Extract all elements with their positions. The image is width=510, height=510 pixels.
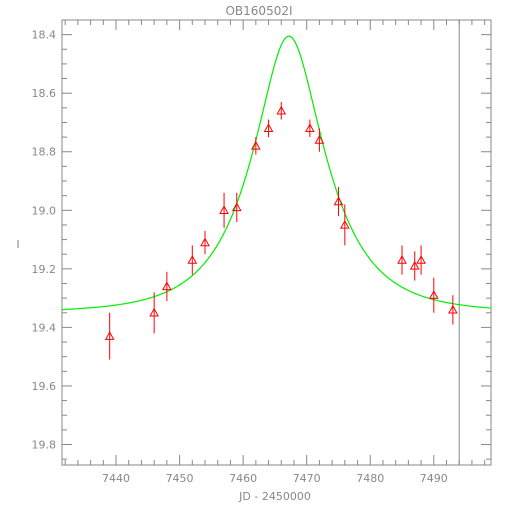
- triangle-marker: [276, 105, 287, 115]
- y-tick-label: 18.4: [32, 29, 57, 42]
- triangle-marker: [219, 205, 229, 214]
- data-point: [305, 119, 315, 138]
- x-tick-label: 7470: [293, 472, 321, 485]
- data-point: [409, 251, 420, 281]
- y-tick-label: 19.8: [32, 439, 57, 452]
- triangle-marker: [162, 281, 172, 291]
- data-point: [397, 245, 407, 275]
- triangle-marker: [416, 255, 426, 264]
- data-points: [104, 101, 458, 360]
- x-tick-label: 7460: [229, 472, 257, 485]
- data-point: [104, 312, 115, 360]
- triangle-marker: [339, 219, 350, 229]
- triangle-marker: [397, 255, 407, 264]
- x-axis: 7440 7450 7460 7470 7480 7490: [64, 20, 486, 485]
- y-axis: 18.4 18.6 18.8 19.0 19.2 19.4 19.6 19.8: [32, 19, 491, 460]
- triangle-marker: [187, 255, 198, 264]
- x-tick-label: 7490: [420, 472, 448, 485]
- data-point: [333, 186, 344, 217]
- data-point: [276, 101, 287, 120]
- chart-title: OB160502I: [225, 4, 292, 18]
- data-point: [428, 277, 439, 313]
- triangle-marker: [333, 196, 344, 206]
- plot-border: [61, 19, 492, 466]
- triangle-marker: [314, 135, 325, 144]
- triangle-marker: [428, 290, 439, 299]
- data-point: [250, 137, 261, 155]
- data-point: [416, 245, 426, 275]
- data-point: [219, 192, 229, 228]
- y-tick-label: 19.2: [32, 263, 57, 276]
- data-point: [448, 295, 458, 325]
- y-tick-label: 19.6: [32, 380, 57, 393]
- triangle-marker: [409, 260, 420, 270]
- data-point: [263, 119, 274, 138]
- data-point: [149, 292, 160, 334]
- y-tick-label: 18.6: [32, 87, 57, 100]
- x-axis-label: JD - 2450000: [238, 490, 311, 503]
- y-tick-label: 18.8: [32, 146, 57, 159]
- triangle-marker: [263, 123, 274, 133]
- data-point: [200, 230, 210, 255]
- triangle-marker: [250, 140, 261, 150]
- triangle-marker: [231, 202, 242, 212]
- data-point: [187, 245, 198, 275]
- y-axis-label: I: [16, 238, 19, 251]
- data-point: [339, 204, 350, 246]
- triangle-marker: [305, 123, 315, 133]
- data-point: [314, 128, 325, 152]
- x-tick-label: 7440: [102, 472, 130, 485]
- data-point: [231, 192, 242, 223]
- data-point: [162, 271, 172, 302]
- triangle-marker: [200, 237, 210, 247]
- triangle-marker: [448, 304, 458, 314]
- model-curve: [61, 35, 492, 311]
- triangle-marker: [104, 331, 115, 340]
- triangle-marker: [149, 307, 160, 317]
- x-tick-label: 7480: [356, 472, 384, 485]
- y-tick-label: 19.0: [32, 204, 57, 217]
- plot-frame: [61, 19, 492, 466]
- x-tick-label: 7450: [166, 472, 194, 485]
- y-tick-label: 19.4: [32, 321, 57, 334]
